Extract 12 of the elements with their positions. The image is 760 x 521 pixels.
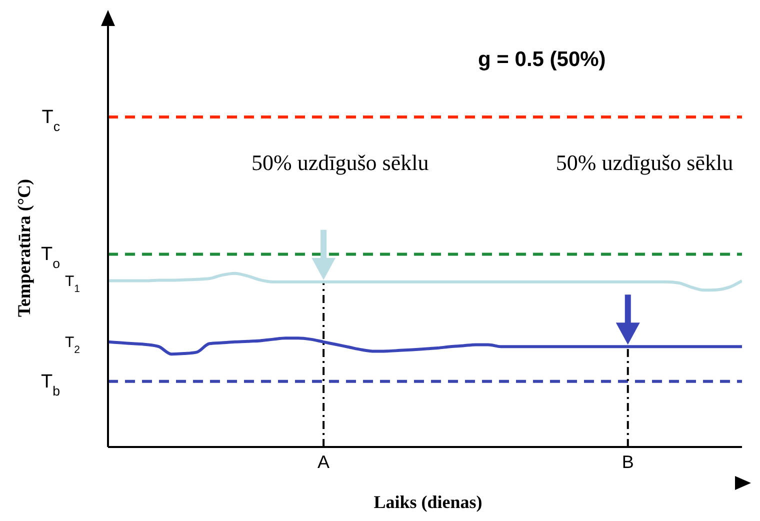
y-axis-title: Temperatūra (°C) — [14, 178, 34, 318]
text: 50% uzdīgušo sēklu — [252, 149, 430, 177]
x-tick-label: A — [318, 452, 330, 472]
ref-line-label: T$_{o}$ — [40, 244, 60, 271]
series-label: T$_{1}$ — [64, 272, 80, 295]
text: g = 0.5 (50%) — [478, 48, 606, 71]
ref-line-label: T$_{b}$ — [40, 371, 60, 398]
ref-line-label: T$_{c}$ — [42, 107, 60, 134]
x-tick-label: B — [622, 452, 634, 472]
series-label: T$_{2}$ — [64, 334, 80, 356]
x-axis-title: Laiks (dienas) — [374, 492, 482, 512]
text: 50% uzdīgušo sēklu — [556, 149, 734, 177]
